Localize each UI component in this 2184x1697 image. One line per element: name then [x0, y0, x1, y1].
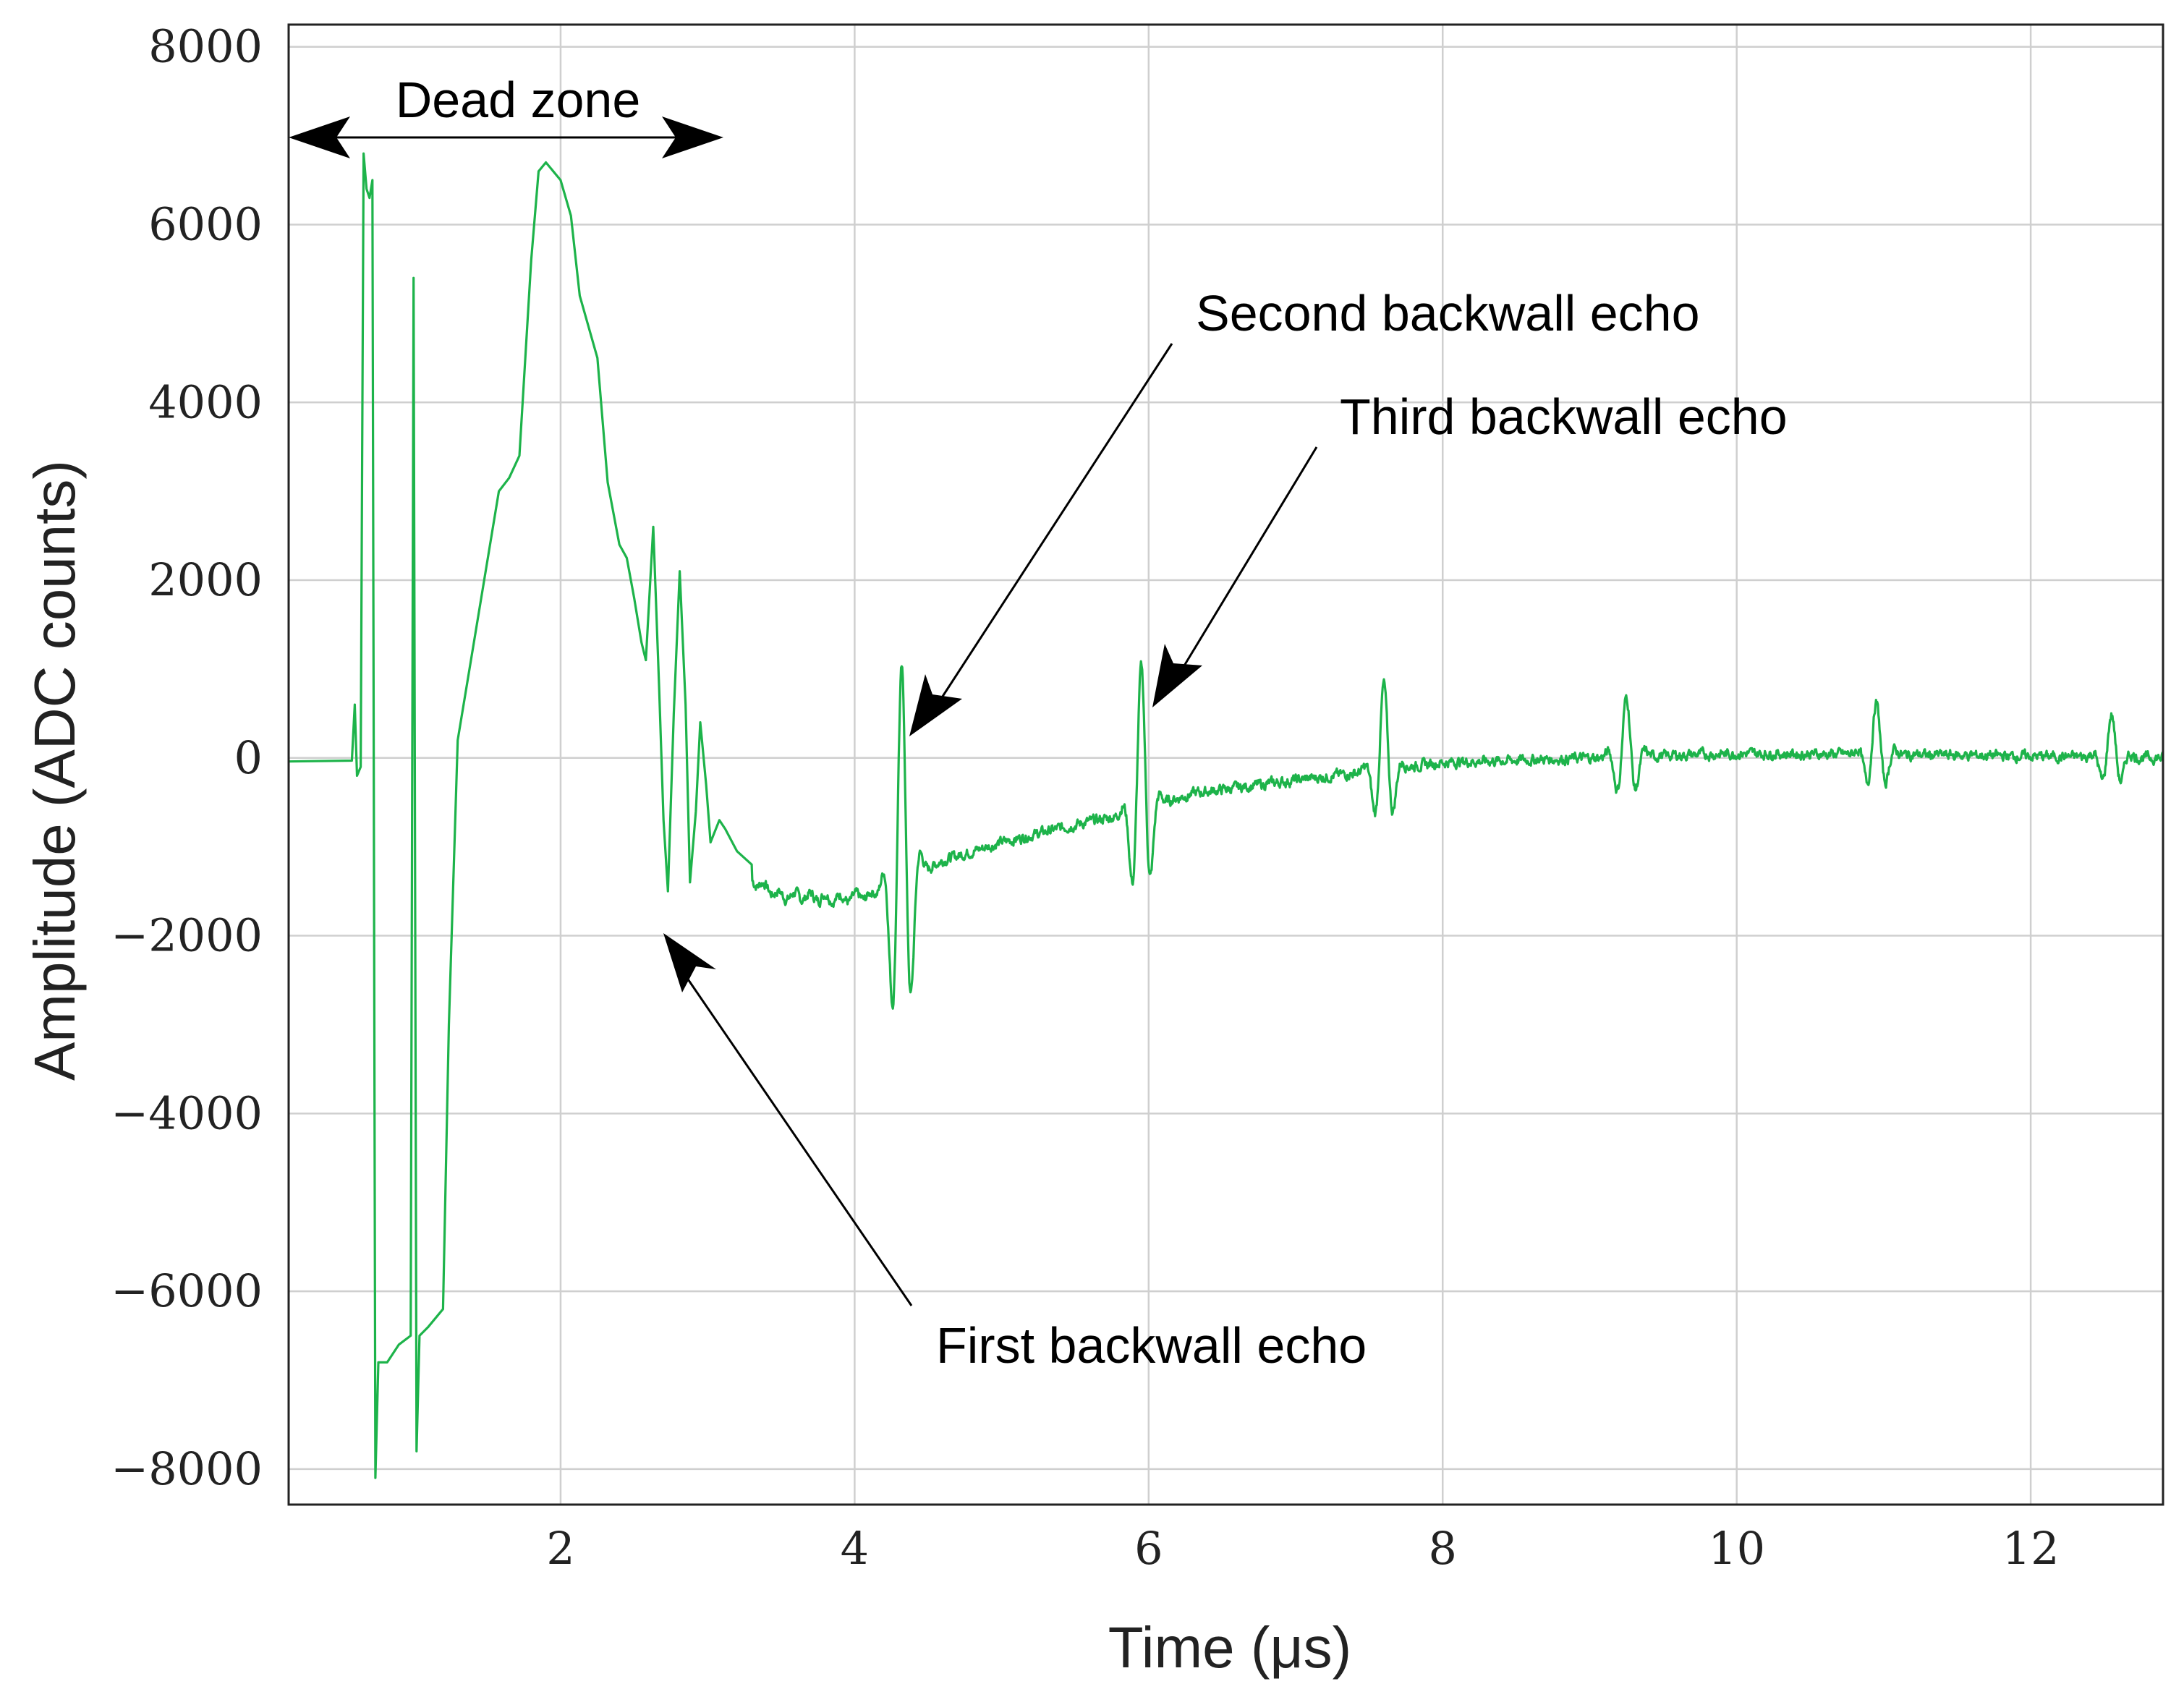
y-axis-ticks: −8000 −6000 −4000 −2000 0 2000 4000 6000 8000 — [111, 20, 263, 1495]
dead-zone-arrow-left-head — [289, 116, 350, 158]
x-axis-title: Time (μs) — [1108, 1615, 1351, 1680]
y-tick-label: −8000 — [111, 1442, 263, 1495]
y-tick-label: −4000 — [111, 1086, 263, 1139]
y-axis-title: Amplitude (ADC counts) — [22, 460, 87, 1081]
y-tick-label: 0 — [234, 731, 263, 784]
y-tick-label: 6000 — [148, 197, 263, 250]
grid — [289, 25, 2163, 1505]
y-tick-label: −6000 — [111, 1264, 263, 1317]
third-echo-arrow-line — [1174, 446, 1318, 681]
first-echo-label: First backwall echo — [936, 1317, 1367, 1374]
y-tick-label: 4000 — [148, 375, 263, 428]
dead-zone-label: Dead zone — [396, 72, 641, 128]
x-tick-label: 10 — [1708, 1522, 1765, 1575]
first-echo-arrow-head — [663, 933, 716, 992]
dead-zone-arrow-right-head — [662, 116, 723, 158]
second-echo-arrow-head — [909, 674, 962, 736]
x-tick-label: 12 — [2002, 1522, 2060, 1575]
third-echo-annotation: Third backwall echo — [1152, 388, 1788, 707]
first-echo-annotation: First backwall echo — [663, 933, 1367, 1374]
second-echo-arrow-line — [935, 343, 1173, 706]
plot-frame — [287, 23, 2164, 1506]
y-tick-label: 8000 — [148, 20, 263, 73]
x-tick-label: 2 — [546, 1522, 574, 1575]
signal-line — [288, 152, 2164, 1479]
second-echo-label: Second backwall echo — [1196, 285, 1700, 341]
x-axis-ticks: 2 4 6 8 10 12 — [546, 1522, 2059, 1575]
x-tick-label: 4 — [841, 1522, 869, 1575]
first-echo-arrow-line — [682, 972, 913, 1306]
dead-zone-annotation: Dead zone — [289, 72, 723, 158]
x-tick-label: 6 — [1134, 1522, 1163, 1575]
y-tick-label: 2000 — [148, 553, 263, 606]
x-tick-label: 8 — [1429, 1522, 1457, 1575]
signal-trace — [288, 152, 2164, 1479]
y-tick-label: −2000 — [111, 909, 263, 962]
third-echo-arrow-head — [1152, 644, 1202, 707]
third-echo-label: Third backwall echo — [1340, 388, 1788, 445]
second-echo-annotation: Second backwall echo — [909, 285, 1700, 736]
